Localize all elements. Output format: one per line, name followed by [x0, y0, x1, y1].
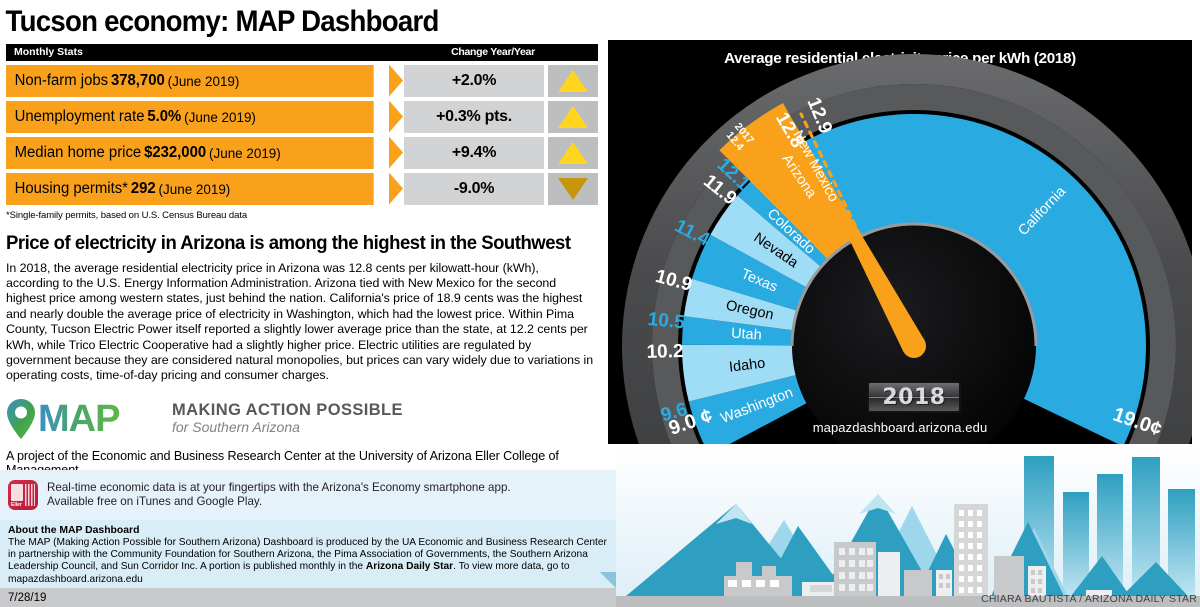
cityscape-illustration: CHIARA BAUTISTA / ARIZONA DAILY STAR	[616, 444, 1200, 607]
about-text-before: The MAP (Making Action Possible for Sout…	[8, 537, 607, 573]
about-band: About the MAP Dashboard The MAP (Making …	[0, 520, 616, 588]
table-row: Median home price $232,000 (June 2019) +9.4…	[6, 136, 598, 169]
gauge-wedge-label-utah: Utah	[731, 326, 763, 344]
table-row: Housing permits* 292 (June 2019) -9.0%	[6, 172, 598, 205]
stat-period: (June 2019)	[167, 72, 240, 89]
page-title: Tucson economy: MAP Dashboard	[5, 5, 440, 38]
table-body: Non-farm jobs 378,700 (June 2019) +2.0% Unem…	[6, 64, 598, 205]
monthly-stats-table: Monthly Stats Change Year/Year Non-farm …	[6, 43, 598, 205]
table-row: Non-farm jobs 378,700 (June 2019) +2.0%	[6, 64, 598, 97]
gauge-hub-rim	[790, 222, 1038, 347]
stat-change-value: -9.0%	[404, 172, 544, 205]
svg-text:MAP: MAP	[38, 400, 120, 438]
stat-name: Housing permits*	[14, 179, 128, 197]
app-icon-label: Eller	[11, 502, 22, 508]
gauge-value-label-utah: 10.5	[647, 309, 686, 334]
gauge-needle	[787, 111, 925, 352]
row-chevron-icon	[389, 100, 403, 133]
stat-name: Median home price	[14, 143, 142, 161]
column-header-monthly-stats: Monthly Stats	[14, 46, 83, 58]
gauge-url: mapazdashboard.arizona.edu	[812, 420, 988, 435]
odometer-value: 2018	[882, 384, 946, 410]
about-title: About the MAP Dashboard	[8, 525, 140, 536]
stat-change-value: +0.3% pts.	[404, 100, 544, 133]
map-tagline: MAKING ACTION POSSIBLE for Southern Ariz…	[172, 401, 403, 436]
stat-label: Unemployment rate 5.0% (June 2019)	[6, 100, 374, 133]
article-body: In 2018, the average residential electri…	[6, 260, 594, 383]
trend-arrow-up-icon	[548, 100, 598, 133]
tagline-line-2: for Southern Arizona	[172, 419, 300, 436]
promo-line-2: Available free on iTunes and Google Play…	[47, 495, 263, 508]
corner-fold	[600, 572, 616, 588]
about-text-after: . To view more data, go to mapazdashboar…	[8, 561, 570, 585]
trend-arrow-down-icon	[548, 172, 598, 205]
gauge-wedge-label-idaho: Idaho	[728, 356, 766, 376]
eller-app-icon[interactable]: Eller	[8, 480, 38, 510]
about-bold-name: Arizona Daily Star	[365, 561, 454, 573]
gauge-value-label-idaho: 10.2	[646, 341, 684, 363]
year-odometer: 2018	[867, 381, 961, 413]
app-promo-text: Real-time economic data is at your finge…	[47, 481, 511, 509]
row-chevron-icon	[389, 172, 403, 205]
column-header-change: Change Year/Year	[451, 46, 535, 58]
date-bar: 7/28/19	[0, 588, 616, 607]
stat-name: Non-farm jobs	[14, 71, 109, 89]
about-text: The MAP (Making Action Possible for Sout…	[8, 537, 608, 586]
stat-change-value: +9.4%	[404, 136, 544, 169]
trend-arrow-up-icon	[548, 136, 598, 169]
stat-label: Median home price $232,000 (June 2019)	[6, 136, 374, 169]
stat-change-value: +2.0%	[404, 64, 544, 97]
stat-period: (June 2019)	[209, 144, 281, 161]
row-chevron-icon	[389, 136, 403, 169]
gauge-chart-panel: Average residential electricity price pe…	[608, 40, 1192, 444]
app-promo-band: Eller Real-time economic data is at your…	[0, 470, 616, 520]
table-footnote: *Single-family permits, based on U.S. Ce…	[6, 209, 247, 221]
article-subhead: Price of electricity in Arizona is among…	[6, 231, 571, 254]
stat-value: 378,700	[110, 71, 165, 89]
electricity-price-gauge: WashingtonIdahoUtahOregonTexasNevadaColo…	[622, 54, 1192, 444]
map-logo: MAP MAKING ACTION POSSIBLE for Southern …	[6, 398, 600, 440]
stat-label: Housing permits* 292 (June 2019)	[6, 172, 374, 205]
stat-value: 292	[130, 179, 156, 197]
table-row: Unemployment rate 5.0% (June 2019) +0.3% pt…	[6, 100, 598, 133]
row-chevron-icon	[389, 64, 403, 97]
left-column: Tucson economy: MAP Dashboard Monthly St…	[0, 5, 616, 607]
trend-arrow-up-icon	[548, 64, 598, 97]
stat-period: (June 2019)	[184, 108, 256, 125]
stat-value: $232,000	[144, 143, 207, 161]
publication-date: 7/28/19	[8, 591, 47, 604]
photo-credit: CHIARA BAUTISTA / ARIZONA DAILY STAR	[981, 593, 1197, 605]
promo-line-1: Real-time economic data is at your finge…	[47, 481, 511, 494]
table-header-row: Monthly Stats Change Year/Year	[6, 43, 598, 61]
location-pin-icon	[6, 398, 36, 440]
stat-label: Non-farm jobs 378,700 (June 2019)	[6, 64, 374, 97]
stat-value: 5.0%	[147, 107, 182, 125]
gauge-needle-pivot	[902, 334, 926, 358]
stat-period: (June 2019)	[158, 180, 231, 197]
map-wordmark: MAP	[38, 398, 158, 440]
stat-name: Unemployment rate	[14, 107, 145, 125]
tagline-line-1: MAKING ACTION POSSIBLE	[172, 401, 403, 420]
